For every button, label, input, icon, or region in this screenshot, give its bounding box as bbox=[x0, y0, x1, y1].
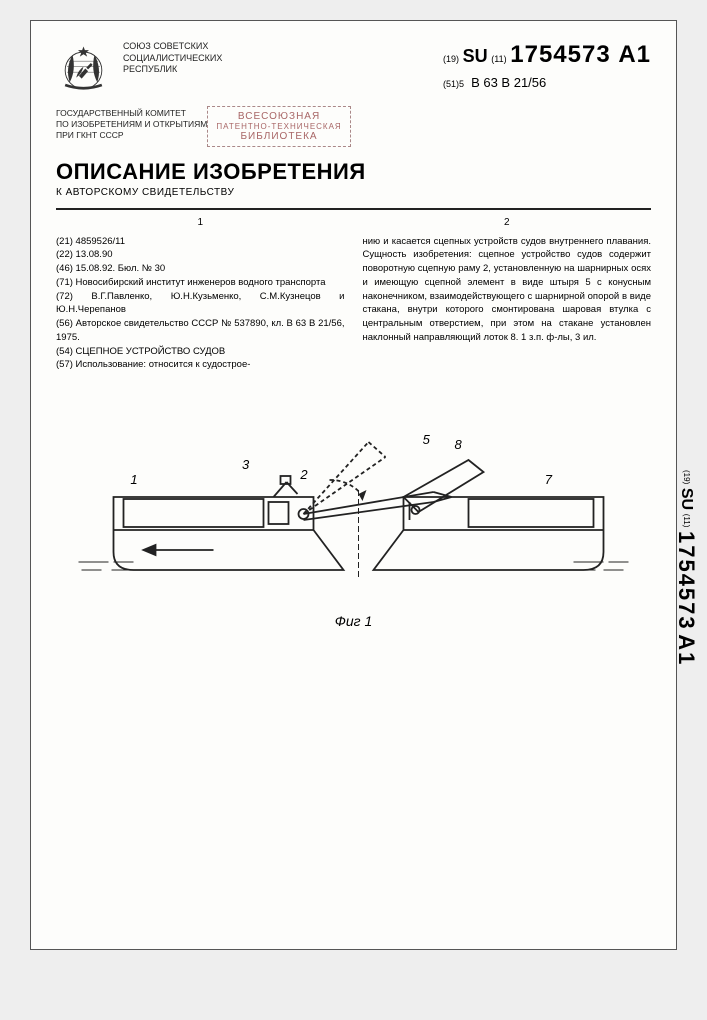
country-prefix: (19) bbox=[443, 54, 459, 64]
divider bbox=[56, 208, 651, 210]
figure-ref-label: 1 bbox=[130, 472, 137, 487]
kind-code: A1 bbox=[618, 41, 651, 68]
library-stamp: ВСЕСОЮЗНАЯ ПАТЕНТНО-ТЕХНИЧЕСКАЯ БИБЛИОТЕ… bbox=[207, 106, 350, 147]
doc-number: 1754573 bbox=[510, 41, 610, 68]
col-text: нию и касается сцепных устройств судов в… bbox=[363, 235, 652, 345]
ipc-code: B 63 B 21/56 bbox=[471, 75, 546, 90]
stamp-line: БИБЛИОТЕКА bbox=[216, 131, 341, 142]
committee-name: ГОСУДАРСТВЕННЫЙ КОМИТЕТ ПО ИЗОБРЕТЕНИЯМ … bbox=[56, 108, 207, 141]
country-code: SU bbox=[463, 46, 488, 66]
side-num-prefix: (11) bbox=[682, 514, 691, 528]
stamp-line: ВСЕСОЮЗНАЯ bbox=[216, 111, 341, 122]
main-title: ОПИСАНИЕ ИЗОБРЕТЕНИЯ bbox=[56, 159, 651, 185]
stamp-line: ПАТЕНТНО-ТЕХНИЧЕСКАЯ bbox=[216, 122, 341, 131]
header-row: СОЮЗ СОВЕТСКИХ СОЦИАЛИСТИЧЕСКИХ РЕСПУБЛИ… bbox=[56, 41, 651, 96]
figure-labels-layer: 1 3 2 5 8 7 bbox=[56, 402, 651, 602]
col-number: 1 bbox=[56, 216, 345, 231]
figure-ref-label: 7 bbox=[545, 472, 552, 487]
patent-page: СОЮЗ СОВЕТСКИХ СОЦИАЛИСТИЧЕСКИХ РЕСПУБЛИ… bbox=[30, 20, 677, 950]
figure: 132587 Фиг 1 bbox=[56, 402, 651, 622]
side-country-prefix: (19) bbox=[682, 470, 691, 484]
figure-ref-label: 3 bbox=[242, 457, 249, 472]
ussr-emblem-icon bbox=[56, 41, 111, 96]
figure-ref-label: 2 bbox=[300, 467, 307, 482]
figure-ref-label: 5 bbox=[423, 432, 430, 447]
col-text: (21) 4859526/11 (22) 13.08.90 (46) 15.08… bbox=[56, 235, 345, 373]
union-name: СОЮЗ СОВЕТСКИХ СОЦИАЛИСТИЧЕСКИХ РЕСПУБЛИ… bbox=[123, 41, 222, 76]
doc-codes: (19) SU (11) 1754573 A1 (51)5 B 63 B 21/… bbox=[443, 41, 651, 90]
figure-caption: Фиг 1 bbox=[56, 613, 651, 629]
side-kind: A1 bbox=[674, 634, 699, 666]
side-doc-code: (19) SU (11) 1754573 A1 bbox=[673, 470, 699, 666]
figure-ref-label: 8 bbox=[454, 437, 461, 452]
num-prefix: (11) bbox=[491, 54, 506, 64]
side-number: 1754573 bbox=[674, 531, 699, 631]
ipc-prefix: (51)5 bbox=[443, 79, 464, 89]
col-number: 2 bbox=[363, 216, 652, 231]
column-left: 1 (21) 4859526/11 (22) 13.08.90 (46) 15.… bbox=[56, 216, 345, 372]
text-columns: 1 (21) 4859526/11 (22) 13.08.90 (46) 15.… bbox=[56, 216, 651, 372]
subtitle: К АВТОРСКОМУ СВИДЕТЕЛЬСТВУ bbox=[56, 187, 651, 198]
column-right: 2 нию и касается сцепных устройств судов… bbox=[363, 216, 652, 372]
side-country: SU bbox=[678, 488, 695, 510]
